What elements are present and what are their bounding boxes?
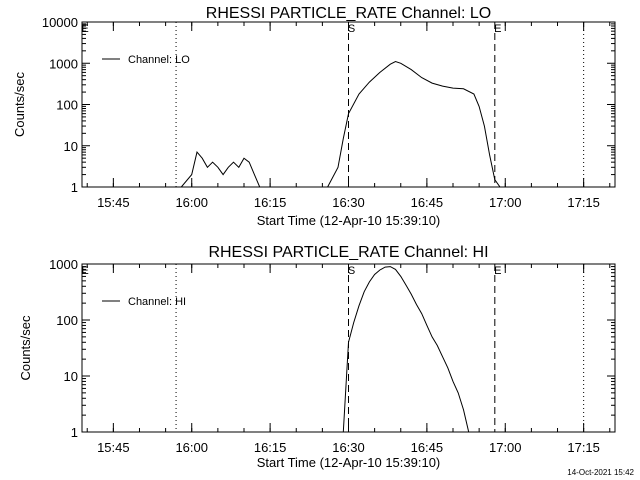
- y-tick-label: 1: [71, 425, 78, 440]
- y-tick-label: 1000: [49, 257, 78, 272]
- x-axis-label: Start Time (12-Apr-10 15:39:10): [257, 213, 441, 228]
- y-axis-label: Counts/sec: [12, 71, 27, 137]
- y-tick-label: 100: [56, 313, 78, 328]
- legend-label: Channel: LO: [128, 54, 190, 66]
- series-line: [342, 266, 470, 433]
- y-tick-label: 100: [56, 98, 78, 113]
- x-tick-label: 16:30: [332, 440, 365, 455]
- x-tick-label: 16:45: [411, 195, 444, 210]
- legend-label: Channel: HI: [128, 296, 186, 308]
- x-tick-label: 16:15: [254, 195, 287, 210]
- x-tick-label: 16:30: [332, 195, 365, 210]
- x-tick-label: 16:15: [254, 440, 287, 455]
- event-marker-label: S: [348, 23, 355, 35]
- x-tick-label: 17:15: [567, 195, 600, 210]
- event-marker-label: E: [494, 23, 501, 35]
- x-tick-label: 17:15: [567, 440, 600, 455]
- x-tick-label: 17:00: [489, 195, 522, 210]
- footer-timestamp: 14-Oct-2021 15:42: [567, 468, 634, 477]
- event-marker-label: S: [348, 265, 355, 277]
- x-tick-label: 15:45: [97, 195, 130, 210]
- event-marker-label: E: [81, 265, 88, 277]
- series-line: [97, 60, 600, 188]
- y-axis-label: Counts/sec: [18, 315, 33, 381]
- y-tick-label: 10: [64, 139, 78, 154]
- y-tick-label: 1000: [49, 56, 78, 71]
- x-tick-label: 15:45: [97, 440, 130, 455]
- x-tick-label: 17:00: [489, 440, 522, 455]
- y-tick-label: 10: [64, 369, 78, 384]
- x-axis-label: Start Time (12-Apr-10 15:39:10): [257, 455, 441, 470]
- chart-title: RHESSI PARTICLE_RATE Channel: LO: [206, 5, 491, 22]
- x-tick-label: 16:00: [175, 195, 208, 210]
- x-tick-label: 16:00: [175, 440, 208, 455]
- event-marker-label: E: [81, 23, 88, 35]
- event-marker-label: E: [494, 265, 501, 277]
- x-tick-label: 16:45: [411, 440, 444, 455]
- y-tick-label: 10000: [42, 15, 78, 30]
- y-tick-label: 1: [71, 180, 78, 195]
- chart-title: RHESSI PARTICLE_RATE Channel: HI: [208, 244, 488, 261]
